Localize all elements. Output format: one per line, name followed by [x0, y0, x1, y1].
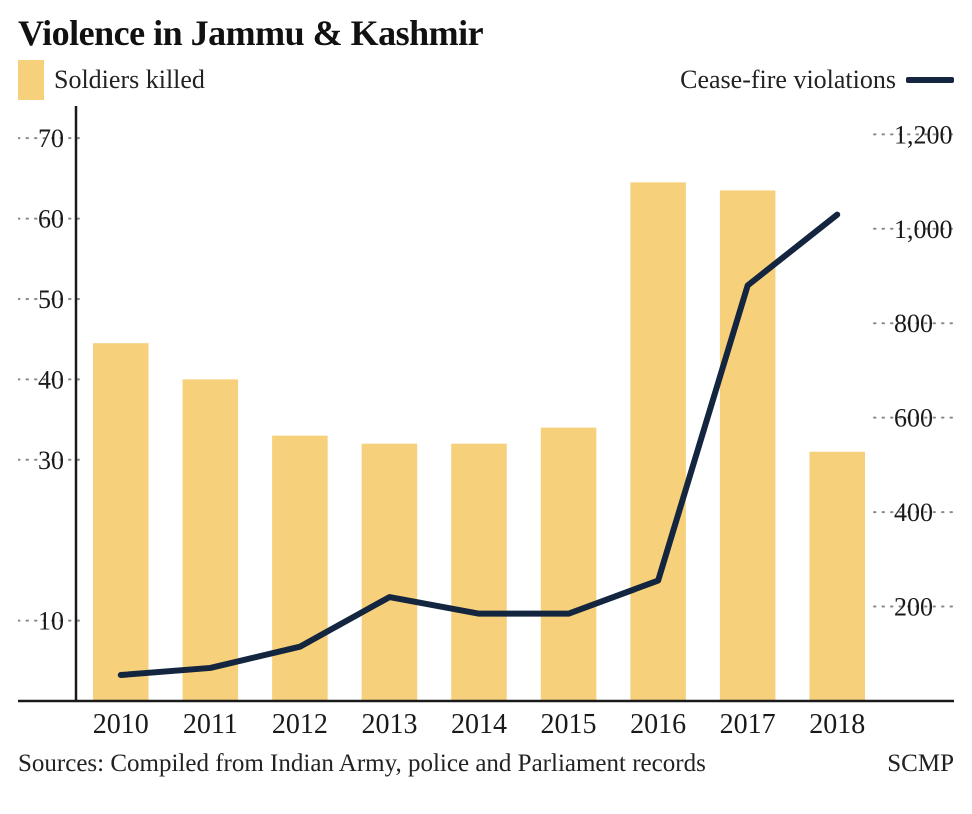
y-left-tick-label: 10 — [38, 607, 64, 636]
bar — [541, 428, 597, 701]
y-right-tick-label: 400 — [894, 498, 933, 527]
bar — [272, 436, 328, 701]
chart-container: Violence in Jammu & Kashmir Soldiers kil… — [0, 0, 972, 814]
bar — [630, 182, 686, 701]
x-tick-label: 2015 — [541, 709, 597, 740]
y-right-tick-label: 600 — [894, 404, 933, 433]
x-tick-label: 2010 — [93, 709, 149, 740]
x-tick-label: 2011 — [183, 709, 238, 740]
legend: Soldiers killed Cease-fire violations — [18, 60, 954, 100]
chart-title: Violence in Jammu & Kashmir — [18, 12, 954, 54]
y-left-tick-label: 60 — [38, 205, 64, 234]
y-right-tick-label: 800 — [894, 309, 933, 338]
y-left-tick-label: 50 — [38, 285, 64, 314]
y-left-tick-label: 40 — [38, 365, 64, 394]
line-swatch-icon — [906, 77, 954, 83]
x-tick-label: 2013 — [361, 709, 417, 740]
y-left-tick-label: 30 — [38, 446, 64, 475]
chart-footer: Sources: Compiled from Indian Army, poli… — [18, 750, 954, 778]
x-tick-label: 2012 — [272, 709, 328, 740]
bar — [451, 444, 507, 701]
legend-bars: Soldiers killed — [18, 60, 205, 100]
legend-line: Cease-fire violations — [680, 65, 954, 95]
bar — [183, 379, 239, 701]
x-tick-label: 2014 — [451, 709, 507, 740]
legend-line-label: Cease-fire violations — [680, 65, 896, 95]
x-tick-label: 2017 — [720, 709, 776, 740]
sources-text: Sources: Compiled from Indian Army, poli… — [18, 750, 706, 778]
legend-bars-label: Soldiers killed — [54, 65, 205, 95]
brand-text: SCMP — [887, 750, 954, 778]
y-right-tick-label: 1,200 — [894, 120, 953, 149]
x-tick-label: 2018 — [809, 709, 865, 740]
y-right-tick-label: 1,000 — [894, 215, 953, 244]
y-right-tick-label: 200 — [894, 593, 933, 622]
bar-swatch-icon — [18, 60, 44, 100]
x-tick-label: 2016 — [630, 709, 686, 740]
chart-plot-area: 10 30 40 50 60 70 200 400 600 800 1,000 1,200 2010 20… — [18, 106, 954, 746]
bar — [362, 444, 418, 701]
bar — [93, 343, 149, 701]
y-left-tick-label: 70 — [38, 124, 64, 153]
chart-svg: 10 30 40 50 60 70 200 400 600 800 1,000 1,200 2010 20… — [18, 106, 954, 746]
bar — [809, 452, 865, 701]
